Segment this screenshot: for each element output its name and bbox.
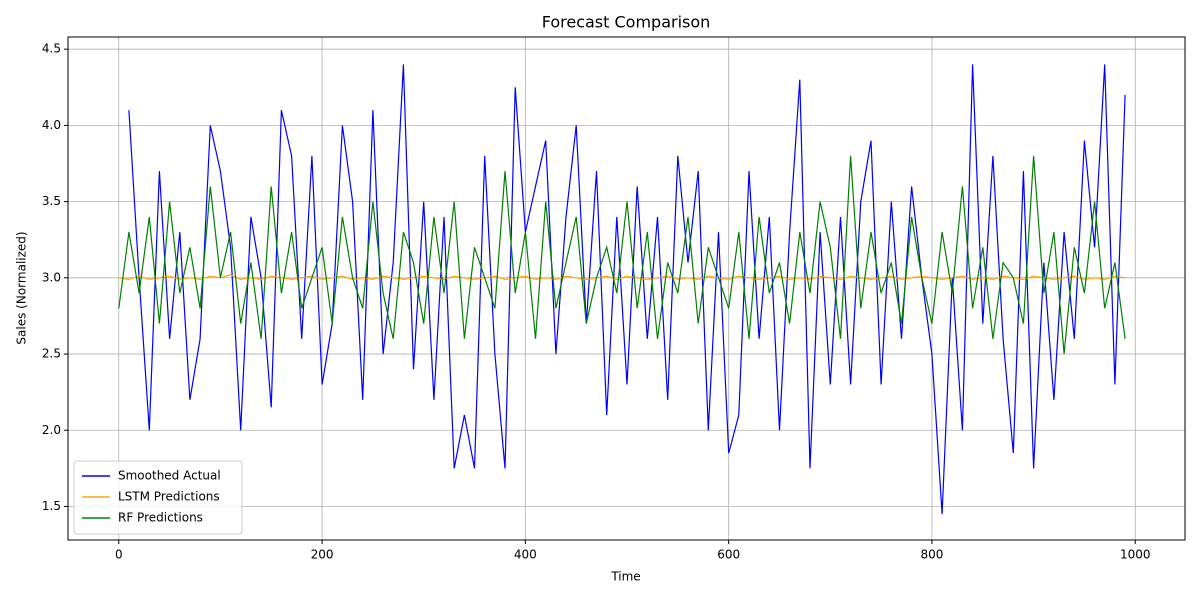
axes-frame bbox=[67, 36, 1186, 541]
legend-label: Smoothed Actual bbox=[118, 469, 221, 483]
legend-box bbox=[73, 460, 243, 535]
y-tick-label: 4.5 bbox=[42, 42, 61, 56]
series-line bbox=[128, 64, 1126, 515]
x-tick-label: 600 bbox=[717, 548, 740, 562]
y-tick-label: 3.0 bbox=[42, 270, 61, 284]
y-tick-label: 2.5 bbox=[42, 347, 61, 361]
x-tick-label: 1000 bbox=[1120, 548, 1151, 562]
x-tick-label: 400 bbox=[514, 548, 537, 562]
y-tick-label: 4.0 bbox=[42, 118, 61, 132]
y-tick-label: 3.5 bbox=[42, 194, 61, 208]
y-axis-label: Sales (Normalized) bbox=[15, 231, 29, 344]
x-tick-label: 800 bbox=[920, 548, 943, 562]
chart-title: Forecast Comparison bbox=[542, 13, 711, 32]
x-tick-label: 0 bbox=[115, 548, 123, 562]
legend-label: RF Predictions bbox=[118, 511, 203, 525]
y-tick-label: 1.5 bbox=[42, 499, 61, 513]
x-axis-label: Time bbox=[610, 570, 640, 584]
series-line bbox=[118, 274, 1126, 281]
series-line bbox=[118, 155, 1126, 355]
y-tick-label: 2.0 bbox=[42, 423, 61, 437]
legend-label: LSTM Predictions bbox=[118, 490, 220, 504]
x-tick-label: 200 bbox=[311, 548, 334, 562]
